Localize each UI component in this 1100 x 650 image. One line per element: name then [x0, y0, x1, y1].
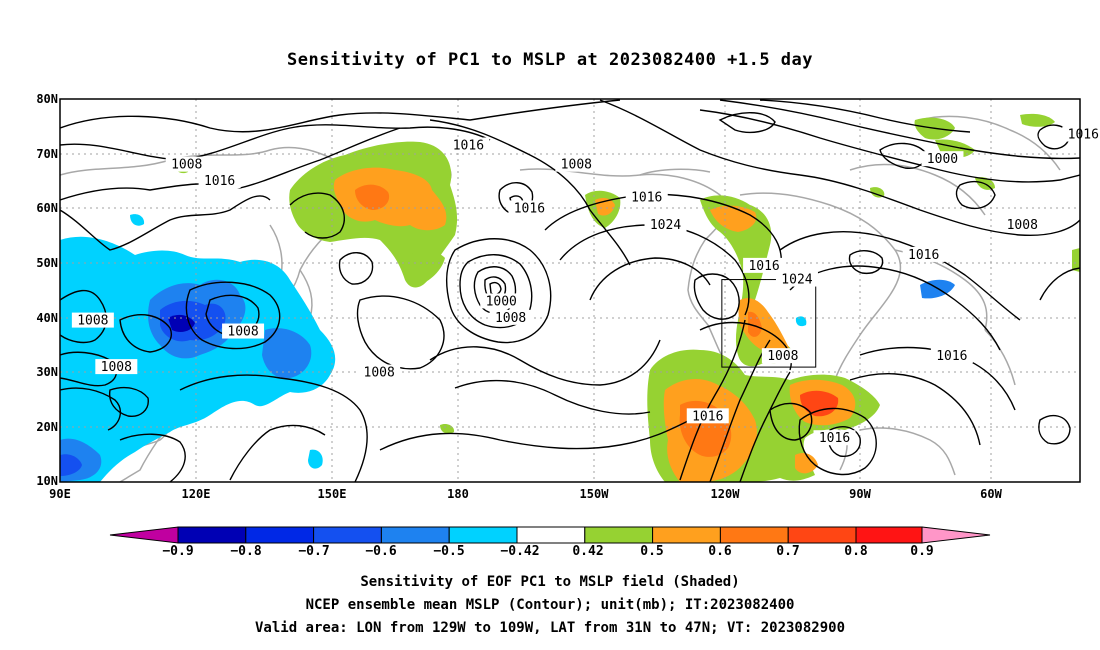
lat-label-20n: 20N	[36, 420, 58, 434]
contour-label: 1016	[743, 257, 786, 274]
contour-label: 1008	[71, 312, 114, 329]
svg-text:1016: 1016	[908, 248, 939, 263]
colorbar-bin	[787, 526, 857, 544]
lat-label-70n: 70N	[36, 147, 58, 161]
svg-text:1008: 1008	[1007, 218, 1038, 233]
svg-text:1016: 1016	[936, 349, 967, 364]
footer-line-shading: Sensitivity of EOF PC1 to MSLP field (Sh…	[360, 574, 740, 590]
svg-text:1008: 1008	[77, 314, 108, 329]
colorbar-bin	[313, 526, 382, 544]
contour-labels: 1016100810161008101610161024100010161008…	[71, 126, 1100, 446]
colorbar-label: −0.7	[298, 544, 330, 559]
svg-text:1016: 1016	[819, 431, 850, 446]
svg-text:1024: 1024	[781, 273, 812, 288]
lat-label-10n: 10N	[36, 474, 58, 488]
svg-text:1016: 1016	[1068, 128, 1099, 143]
colorbar-label: 0.6	[708, 544, 732, 559]
svg-text:1008: 1008	[495, 311, 526, 326]
lon-label-90e: 90E	[49, 487, 71, 501]
colorbar	[109, 526, 991, 544]
lat-label-60n: 60N	[36, 201, 58, 215]
map-title: Sensitivity of PC1 to MSLP at 2023082400…	[286, 50, 813, 70]
colorbar-label: 0.8	[844, 544, 868, 559]
colorbar-label: −0.42	[500, 544, 540, 559]
contour-label: 1008	[489, 309, 532, 326]
svg-text:1000: 1000	[486, 294, 517, 309]
colorbar-bin	[855, 526, 923, 544]
colorbar-label: −0.6	[365, 544, 397, 559]
colorbar-bin	[177, 526, 247, 544]
map-frame	[59, 98, 1081, 483]
colorbar-bin	[380, 526, 450, 544]
lon-label-150w: 150W	[579, 487, 609, 501]
svg-text:1008: 1008	[101, 360, 132, 375]
colorbar-bin	[245, 526, 315, 544]
contour-label: 1008	[165, 156, 208, 173]
contour-label: 1016	[625, 189, 668, 205]
svg-text:1008: 1008	[561, 158, 592, 173]
colorbar-bin	[584, 526, 654, 544]
contour-label: 1008	[761, 348, 804, 364]
contour-label: 1008	[555, 156, 598, 173]
contour-label: 1008	[1001, 216, 1044, 233]
lat-label-30n: 30N	[36, 365, 58, 379]
svg-text:1008: 1008	[227, 325, 258, 340]
lon-label-180: 180	[447, 487, 469, 501]
colorbar-label: −0.9	[162, 544, 194, 559]
contour-label: 1024	[775, 271, 818, 288]
contour-label: 1016	[447, 137, 490, 154]
contour-label: 1016	[930, 348, 973, 364]
colorbar-below-min	[109, 526, 179, 544]
footer-line-contour: NCEP ensemble mean MSLP (Contour); unit(…	[305, 597, 795, 613]
lat-label-50n: 50N	[36, 256, 58, 270]
contour-label: 1016	[902, 246, 945, 263]
contour-label: 1016	[686, 408, 729, 424]
colorbar-bin	[516, 526, 586, 544]
colorbar-label: 0.9	[910, 544, 934, 559]
contour-label: 1008	[95, 359, 138, 375]
svg-text:1016: 1016	[631, 190, 662, 205]
colorbar-label: 0.42	[572, 544, 604, 559]
colorbar-label: 0.5	[640, 544, 664, 559]
svg-text:1016: 1016	[692, 409, 723, 424]
colorbar-bin	[652, 526, 721, 544]
lon-label-150e: 150E	[317, 487, 347, 501]
contour-label: 1000	[480, 293, 523, 309]
colorbar-label: 0.7	[776, 544, 800, 559]
svg-text:1016: 1016	[514, 201, 545, 216]
contour-label: 1016	[1062, 126, 1100, 143]
valid-area-box	[721, 279, 817, 368]
lon-label-120w: 120W	[710, 487, 740, 501]
svg-text:1008: 1008	[364, 366, 395, 381]
contour-label: 1024	[644, 216, 687, 233]
svg-text:1008: 1008	[171, 158, 202, 173]
lat-label-40n: 40N	[36, 311, 58, 325]
gridlines	[60, 99, 1080, 482]
colorbar-above-max	[921, 526, 991, 544]
contour-label: 1016	[198, 173, 241, 189]
colorbar-label: −0.8	[230, 544, 262, 559]
svg-text:1016: 1016	[453, 139, 484, 154]
svg-text:1016: 1016	[748, 259, 779, 274]
contour-label: 1016	[508, 200, 551, 216]
sensitivity-map: 1016100810161008101610161024100010161008…	[59, 98, 1100, 483]
lon-label-90w: 90W	[849, 487, 871, 501]
colorbar-label: −0.5	[433, 544, 465, 559]
negative-sensitivity-shading	[60, 214, 955, 482]
footer-line-valid-area: Valid area: LON from 129W to 109W, LAT f…	[254, 620, 845, 636]
colorbar-bin	[448, 526, 518, 544]
svg-text:1016: 1016	[204, 174, 235, 189]
contour-label: 1016	[813, 430, 856, 446]
contour-label: 1000	[921, 151, 964, 167]
lon-label-120e: 120E	[181, 487, 211, 501]
contour-label: 1008	[358, 364, 401, 381]
contour-label: 1008	[222, 323, 265, 340]
colorbar-bin	[719, 526, 789, 544]
lat-label-80n: 80N	[36, 92, 58, 106]
svg-text:1000: 1000	[927, 152, 958, 167]
lon-label-60w: 60W	[980, 487, 1002, 501]
svg-text:1008: 1008	[767, 349, 798, 364]
mslp-contours	[60, 99, 1080, 482]
svg-text:1024: 1024	[650, 218, 681, 233]
